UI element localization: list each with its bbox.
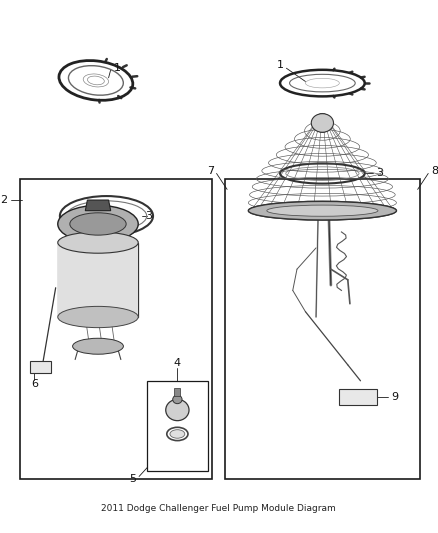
Text: 3: 3: [145, 211, 152, 221]
Bar: [20, 179, 212, 479]
Bar: [30, 361, 51, 373]
Ellipse shape: [166, 399, 189, 421]
Bar: [225, 179, 420, 479]
Ellipse shape: [170, 430, 185, 438]
Ellipse shape: [167, 427, 188, 441]
Text: 8: 8: [431, 166, 438, 176]
Ellipse shape: [70, 213, 126, 235]
Ellipse shape: [248, 201, 396, 220]
Bar: [58, 243, 138, 317]
Ellipse shape: [73, 338, 124, 354]
Text: 9: 9: [391, 392, 398, 402]
Text: 2011 Dodge Challenger Fuel Pump Module Diagram: 2011 Dodge Challenger Fuel Pump Module D…: [101, 504, 336, 513]
Ellipse shape: [173, 395, 182, 403]
Ellipse shape: [58, 306, 138, 328]
Text: 1: 1: [276, 60, 283, 70]
Text: 2: 2: [0, 195, 7, 205]
Text: 7: 7: [207, 166, 214, 176]
Ellipse shape: [311, 114, 333, 132]
Bar: [174, 388, 180, 396]
Ellipse shape: [267, 205, 378, 216]
Text: 4: 4: [174, 358, 181, 368]
Text: 1: 1: [113, 63, 120, 73]
Text: 5: 5: [129, 474, 136, 484]
Ellipse shape: [58, 205, 138, 243]
Polygon shape: [85, 200, 111, 211]
Text: 3: 3: [376, 168, 383, 179]
Ellipse shape: [58, 232, 138, 253]
Bar: [147, 381, 208, 471]
Text: 6: 6: [31, 379, 38, 389]
Bar: [339, 389, 378, 405]
